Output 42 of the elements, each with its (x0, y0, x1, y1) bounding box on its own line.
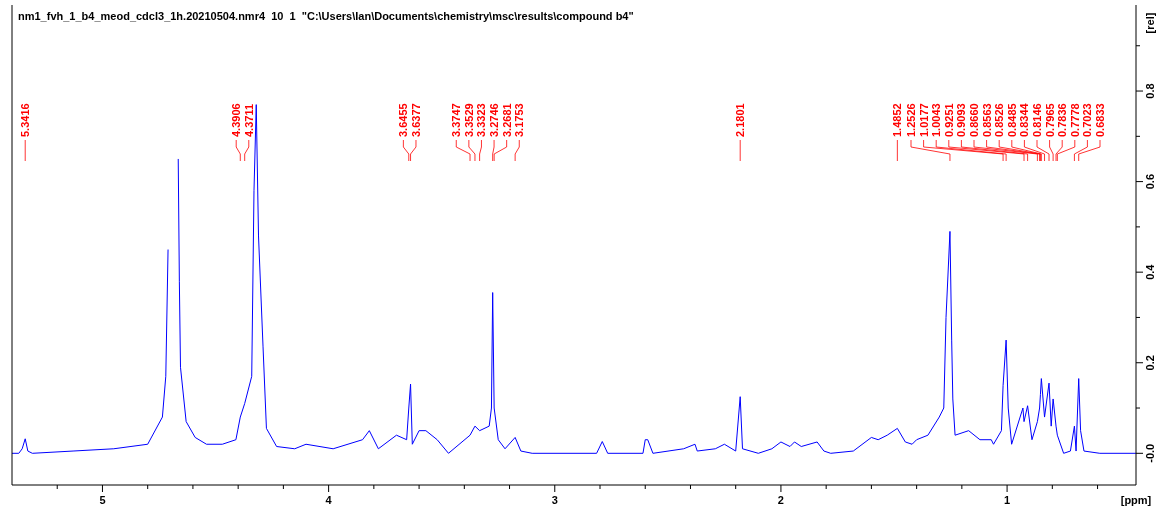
annotation: 4.3711 (242, 103, 255, 137)
annotation: 3.2746 (488, 103, 501, 137)
annotation: 2.1801 (734, 103, 747, 137)
x-tick-label: 3 (551, 494, 558, 506)
annotation: 3.3747 (450, 103, 463, 137)
annotation: 0.8485 (1005, 103, 1018, 137)
x-tick-label: 1 (1004, 494, 1011, 506)
y-tick-label: 0.8 (1144, 83, 1156, 99)
y-tick-label: -0.0 (1144, 443, 1156, 463)
annotation: 0.8526 (993, 103, 1006, 137)
x-axis-title: [ppm] (1120, 494, 1152, 506)
x-tick-label: 4 (325, 494, 333, 506)
annotation: 0.7778 (1068, 103, 1081, 137)
y-tick-label: 0.6 (1144, 173, 1156, 190)
annotation: 3.2681 (500, 103, 513, 137)
x-tick-label: 5 (99, 494, 106, 506)
annotation: 4.3906 (230, 103, 243, 137)
annotation: 0.9093 (955, 103, 968, 137)
annotation: 0.6833 (1094, 103, 1106, 137)
annotation: 3.1753 (513, 103, 526, 137)
y-axis-title: [rel] (1144, 12, 1156, 34)
x-tick-label: 2 (777, 494, 784, 506)
annotation: 3.6455 (397, 103, 410, 137)
annotation: 0.7836 (1056, 103, 1069, 137)
annotation: 1.4852 (891, 103, 904, 137)
annotation: 3.3529 (462, 103, 475, 137)
y-tick-label: 0.2 (1144, 355, 1156, 371)
y-tick-label: 0.4 (1144, 263, 1156, 280)
annotation: 0.8563 (980, 103, 993, 137)
annotation: 0.8344 (1018, 102, 1031, 137)
annotation: 5.3416 (19, 103, 32, 137)
annotation: 0.8146 (1031, 103, 1043, 137)
annotation: 1.0043 (930, 103, 943, 137)
annotation: 3.3323 (475, 103, 488, 137)
annotation: 0.7023 (1081, 103, 1094, 137)
chart-title: nm1_fvh_1_b4_meod_cdcl3_1h.20210504.nmr4 10 1 "C:\Users\Ian\Documents\chemistry\msc\results\compound b4" (18, 10, 634, 22)
annotation: 0.7965 (1043, 103, 1056, 137)
annotation: 3.6377 (409, 103, 422, 137)
annotation: 0.8660 (968, 103, 980, 137)
annotation: 1.0177 (917, 103, 930, 137)
annotation: 0.9251 (942, 103, 955, 137)
annotation: 1.2526 (905, 103, 917, 137)
